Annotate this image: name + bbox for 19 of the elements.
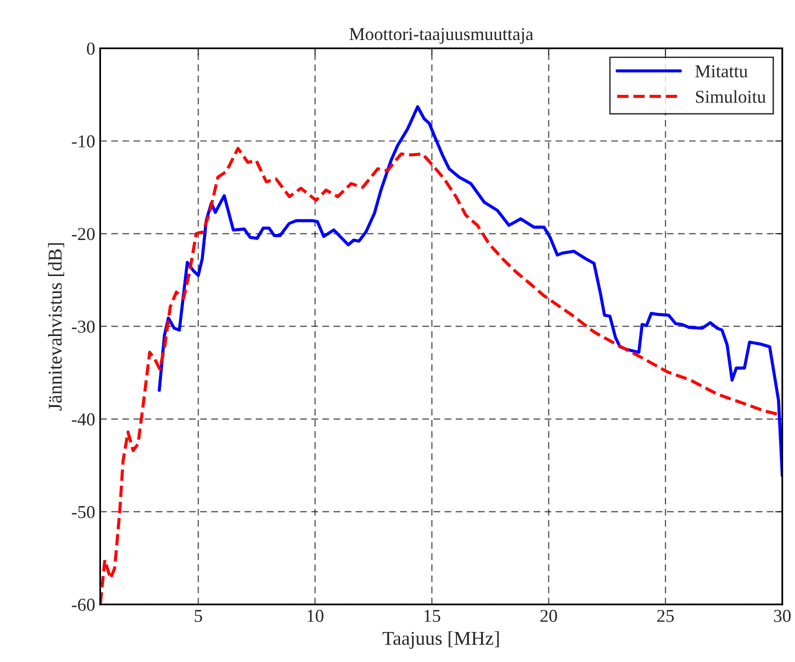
legend-label: Simuloitu — [696, 90, 766, 103]
line-series — [158, 105, 782, 478]
x-tick-label: 25 — [657, 610, 674, 622]
x-axis-title: Taajuus [MHz] — [382, 631, 499, 649]
y-tick-label: -40 — [72, 413, 95, 426]
legend-label: Mitattu — [695, 65, 748, 78]
chart-title: Moottori-taajuusmuuttaja — [349, 28, 534, 44]
x-tick-label: 30 — [774, 610, 791, 622]
x-tick-label: 10 — [308, 610, 324, 622]
y-tick-label: -10 — [72, 135, 95, 148]
y-tick-label: -50 — [72, 506, 95, 518]
y-tick-label: 0 — [86, 42, 95, 55]
x-tick-label: 5 — [194, 610, 202, 622]
y-tick-label: -60 — [72, 598, 95, 611]
y-axis-title: Jännitevahvistus [dB] — [48, 243, 64, 410]
x-tick-label: 20 — [540, 610, 558, 622]
y-tick-label: -20 — [72, 228, 95, 240]
y-tick-label: -30 — [72, 320, 95, 333]
x-tick-label: 15 — [424, 610, 440, 622]
